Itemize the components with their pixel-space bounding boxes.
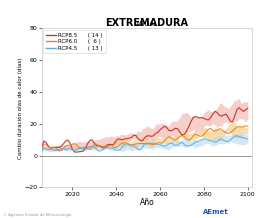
Title: EXTREMADURA: EXTREMADURA xyxy=(105,18,188,28)
Text: ANUAL: ANUAL xyxy=(136,21,158,27)
Text: © Agencia Estatal de Meteorología: © Agencia Estatal de Meteorología xyxy=(3,213,71,217)
Text: AEmet: AEmet xyxy=(203,209,229,215)
X-axis label: Año: Año xyxy=(140,198,154,207)
Legend: RCP8.5      ( 14 ), RCP6.0      (  6 ), RCP4.5      ( 13 ): RCP8.5 ( 14 ), RCP6.0 ( 6 ), RCP4.5 ( 13… xyxy=(43,30,106,53)
Y-axis label: Cambio duración olas de calor (días): Cambio duración olas de calor (días) xyxy=(17,57,23,159)
